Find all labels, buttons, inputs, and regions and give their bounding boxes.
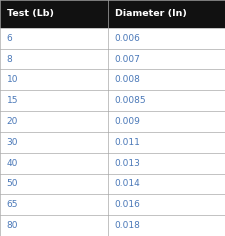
Bar: [0, 215, 225, 236]
Text: 0.018: 0.018: [114, 221, 140, 230]
Bar: [0, 49, 225, 69]
Text: 50: 50: [7, 179, 18, 189]
Text: 80: 80: [7, 221, 18, 230]
Bar: [0, 173, 225, 194]
Bar: [0, 0, 225, 28]
Bar: [0, 28, 225, 49]
Text: 0.014: 0.014: [114, 179, 140, 189]
Bar: [0, 90, 225, 111]
Text: Test (Lb): Test (Lb): [7, 9, 54, 18]
Text: 0.0085: 0.0085: [114, 96, 146, 105]
Bar: [0, 153, 225, 173]
Text: 15: 15: [7, 96, 18, 105]
Text: Diameter (In): Diameter (In): [114, 9, 186, 18]
Text: 8: 8: [7, 55, 12, 63]
Bar: [0, 194, 225, 215]
Bar: [0, 132, 225, 153]
Text: 0.009: 0.009: [114, 117, 140, 126]
Text: 65: 65: [7, 200, 18, 209]
Text: 0.016: 0.016: [114, 200, 140, 209]
Text: 30: 30: [7, 138, 18, 147]
Bar: [0, 69, 225, 90]
Text: 40: 40: [7, 159, 18, 168]
Text: 0.007: 0.007: [114, 55, 140, 63]
Text: 0.013: 0.013: [114, 159, 140, 168]
Text: 0.011: 0.011: [114, 138, 140, 147]
Bar: [0, 111, 225, 132]
Text: 6: 6: [7, 34, 12, 43]
Text: 10: 10: [7, 75, 18, 84]
Text: 0.008: 0.008: [114, 75, 140, 84]
Text: 0.006: 0.006: [114, 34, 140, 43]
Text: 20: 20: [7, 117, 18, 126]
